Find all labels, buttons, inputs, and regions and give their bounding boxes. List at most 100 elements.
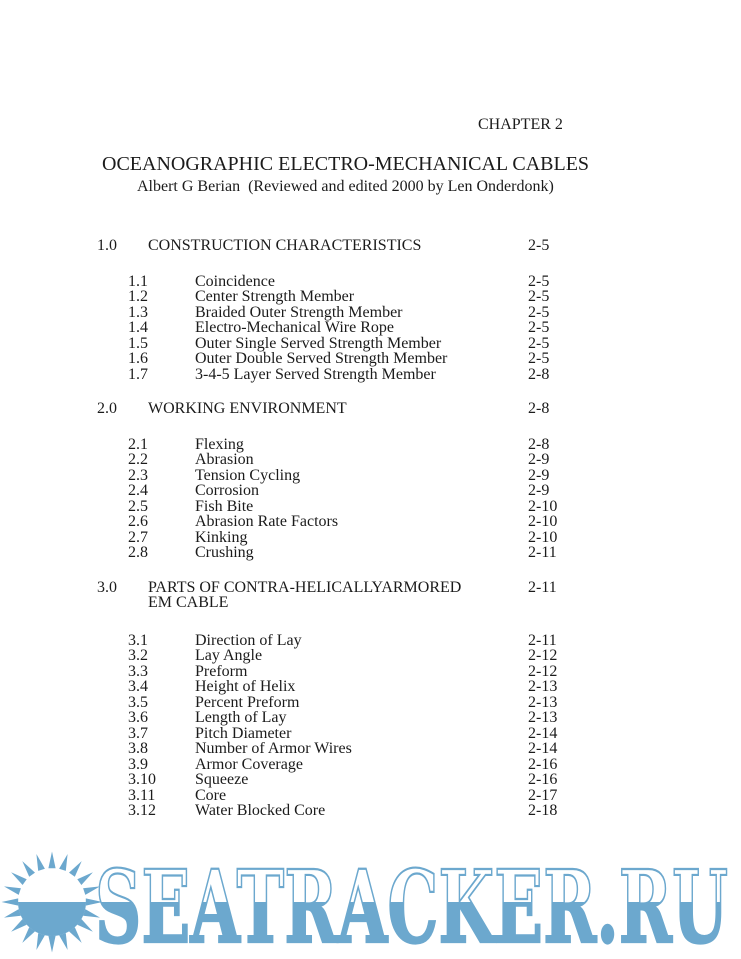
toc-item-title: Water Blocked Core <box>195 802 326 819</box>
toc-item-title: Number of Armor Wires <box>195 740 352 757</box>
toc-item-number: 3.8 <box>128 740 148 757</box>
toc-items-block: 1.1 Coincidence 2-5 1.2 Center Strength Memb… <box>97 272 657 383</box>
toc-item-row: 3.12 Water Blocked Core 2-18 <box>97 803 657 819</box>
toc-item-number: 3.11 <box>128 786 156 804</box>
toc-section-title: WORKING ENVIRONMENT <box>148 400 347 417</box>
toc-item-number: 2.3 <box>128 466 148 484</box>
toc-item-page: 2-13 <box>528 709 558 726</box>
toc: 1.0 CONSTRUCTION CHARACTERISTICS 2-5 1.1 Coi… <box>97 238 657 838</box>
seatracker-watermark: SEATRACKER.RU <box>1 847 729 959</box>
toc-item-number: 1.4 <box>128 319 148 336</box>
toc-item-number: 3.7 <box>128 724 148 742</box>
toc-item-number: 1.1 <box>128 272 148 290</box>
toc-item-title: Squeeze <box>195 771 249 788</box>
toc-item-title: Preform <box>195 662 248 680</box>
toc-item-row: 2.4 Corrosion 2-9 <box>97 483 657 499</box>
toc-item-title: Core <box>195 786 227 804</box>
toc-item-number: 1.2 <box>128 288 148 305</box>
toc-items-block: 3.1 Direction of Lay 2-11 3.2 Lay Angle 2-12 3… <box>97 631 657 819</box>
toc-item-title: 3-4-5 Layer Served Strength Member <box>195 365 436 383</box>
toc-item-title: Pitch Diameter <box>195 724 292 742</box>
toc-items-block: 2.1 Flexing 2-8 2.2 Abrasion 2-9 2.3 Tension Cy… <box>97 435 657 561</box>
toc-section-number: 2.0 <box>97 400 117 417</box>
toc-item-title: Electro-Mechanical Wire Rope <box>195 319 394 336</box>
toc-item-number: 2.7 <box>128 528 148 546</box>
toc-item-row: 3.3 Preform 2-12 <box>97 662 657 680</box>
toc-item-row: 1.1 Coincidence 2-5 <box>97 272 657 290</box>
sun-icon <box>1 851 103 953</box>
toc-item-row: 2.6 Abrasion Rate Factors 2-10 <box>97 514 657 530</box>
toc-item-page: 2-10 <box>528 513 558 530</box>
toc-item-row: 3.2 Lay Angle 2-12 <box>97 648 657 664</box>
toc-item-page: 2-5 <box>528 350 550 367</box>
toc-item-row: 3.4 Height of Helix 2-13 <box>97 679 657 695</box>
toc-item-page: 2-16 <box>528 755 558 773</box>
chapter-label: CHAPTER 2 <box>478 116 563 133</box>
toc-item-row: 2.1 Flexing 2-8 <box>97 435 657 453</box>
toc-item-page: 2-9 <box>528 466 550 484</box>
toc-item-row: 2.8 Crushing 2-11 <box>97 545 657 561</box>
toc-item-row: 3.8 Number of Armor Wires 2-14 <box>97 741 657 757</box>
toc-item-page: 2-5 <box>528 319 550 336</box>
toc-section-number: 3.0 <box>97 578 117 596</box>
toc-item-page: 2-11 <box>528 631 557 649</box>
toc-item-page: 2-13 <box>528 678 558 695</box>
toc-item-number: 1.7 <box>128 365 148 383</box>
toc-section-row: 2.0 WORKING ENVIRONMENT 2-8 <box>97 401 657 417</box>
toc-item-row: 1.4 Electro-Mechanical Wire Rope 2-5 <box>97 320 657 336</box>
toc-item-title: Percent Preform <box>195 693 300 711</box>
toc-item-title: Fish Bite <box>195 497 254 515</box>
toc-item-page: 2-10 <box>528 497 558 515</box>
toc-item-title: Coincidence <box>195 272 275 290</box>
toc-item-number: 3.10 <box>128 771 156 788</box>
toc-item-number: 3.5 <box>128 693 148 711</box>
document-title: OCEANOGRAPHIC ELECTRO-MECHANICAL CABLES <box>102 153 590 175</box>
toc-item-page: 2-18 <box>528 802 558 819</box>
document-byline: Albert G Berian (Reviewed and edited 200… <box>137 178 554 195</box>
toc-item-row: 3.5 Percent Preform 2-13 <box>97 693 657 711</box>
toc-item-page: 2-14 <box>528 724 558 742</box>
toc-item-number: 2.5 <box>128 497 148 515</box>
toc-item-page: 2-9 <box>528 451 550 468</box>
toc-section-page: 2-11 <box>528 578 557 596</box>
toc-section-row: 3.0 PARTS OF CONTRA-HELICALLYARMORED EM CA… <box>97 578 657 611</box>
toc-item-number: 2.2 <box>128 451 148 468</box>
toc-item-number: 2.8 <box>128 544 148 561</box>
toc-item-row: 3.7 Pitch Diameter 2-14 <box>97 724 657 742</box>
toc-item-number: 3.6 <box>128 709 148 726</box>
toc-item-number: 3.3 <box>128 662 148 680</box>
toc-item-title: Braided Outer Strength Member <box>195 303 403 321</box>
toc-item-page: 2-12 <box>528 662 558 680</box>
toc-item-row: 1.6 Outer Double Served Strength Member 2-… <box>97 351 657 367</box>
toc-item-title: Flexing <box>195 435 244 453</box>
toc-item-title: Corrosion <box>195 482 259 499</box>
watermark-text: SEATRACKER.RU <box>95 848 728 959</box>
toc-item-page: 2-12 <box>528 647 558 664</box>
toc-item-number: 3.1 <box>128 631 148 649</box>
toc-item-title: Length of Lay <box>195 709 287 726</box>
toc-item-number: 3.4 <box>128 678 148 695</box>
sun-dome <box>22 872 82 902</box>
toc-item-title: Kinking <box>195 528 248 546</box>
toc-item-number: 1.6 <box>128 350 148 367</box>
toc-item-row: 3.11 Core 2-17 <box>97 786 657 804</box>
toc-section-page: 2-8 <box>528 400 550 417</box>
toc-item-row: 3.1 Direction of Lay 2-11 <box>97 631 657 649</box>
toc-item-page: 2-13 <box>528 693 558 711</box>
toc-item-row: 2.3 Tension Cycling 2-9 <box>97 466 657 484</box>
toc-item-number: 2.4 <box>128 482 148 499</box>
toc-section-row: 1.0 CONSTRUCTION CHARACTERISTICS 2-5 <box>97 238 657 254</box>
toc-item-page: 2-16 <box>528 771 558 788</box>
toc-item-title: Direction of Lay <box>195 631 302 649</box>
toc-item-title: Tension Cycling <box>195 466 301 484</box>
toc-item-number: 3.12 <box>128 802 156 819</box>
toc-item-page: 2-17 <box>528 786 558 804</box>
toc-item-row: 1.3 Braided Outer Strength Member 2-5 <box>97 303 657 321</box>
toc-item-title: Outer Single Served Strength Member <box>195 334 442 352</box>
toc-item-row: 1.2 Center Strength Member 2-5 <box>97 289 657 305</box>
toc-item-title: Crushing <box>195 544 254 561</box>
toc-item-row: 3.9 Armor Coverage 2-16 <box>97 755 657 773</box>
toc-item-row: 1.7 3-4-5 Layer Served Strength Member 2-8 <box>97 365 657 383</box>
toc-item-page: 2-10 <box>528 528 558 546</box>
toc-item-row: 3.6 Length of Lay 2-13 <box>97 710 657 726</box>
